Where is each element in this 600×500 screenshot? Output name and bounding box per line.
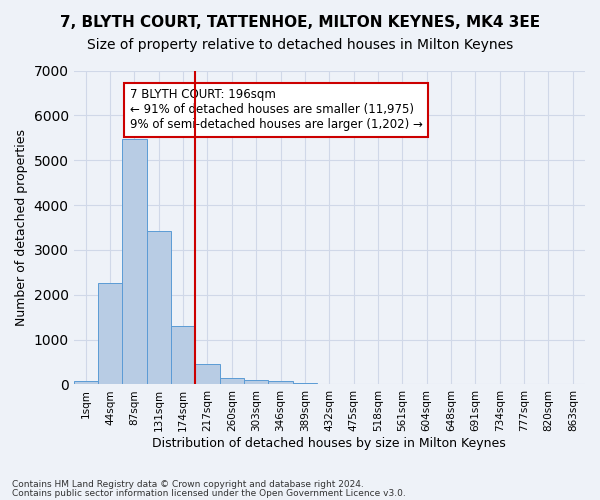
Bar bbox=[122, 139, 146, 384]
Bar bbox=[220, 378, 244, 384]
Text: Contains HM Land Registry data © Crown copyright and database right 2024.: Contains HM Land Registry data © Crown c… bbox=[12, 480, 364, 489]
Bar bbox=[268, 382, 293, 384]
Bar bbox=[98, 282, 122, 384]
Bar bbox=[146, 230, 171, 384]
Bar bbox=[293, 382, 317, 384]
Bar bbox=[74, 381, 98, 384]
Bar bbox=[244, 380, 268, 384]
Y-axis label: Number of detached properties: Number of detached properties bbox=[15, 129, 28, 326]
Text: 7 BLYTH COURT: 196sqm
← 91% of detached houses are smaller (11,975)
9% of semi-d: 7 BLYTH COURT: 196sqm ← 91% of detached … bbox=[130, 88, 422, 132]
Text: Contains public sector information licensed under the Open Government Licence v3: Contains public sector information licen… bbox=[12, 488, 406, 498]
X-axis label: Distribution of detached houses by size in Milton Keynes: Distribution of detached houses by size … bbox=[152, 437, 506, 450]
Bar bbox=[171, 326, 196, 384]
Bar bbox=[196, 364, 220, 384]
Text: Size of property relative to detached houses in Milton Keynes: Size of property relative to detached ho… bbox=[87, 38, 513, 52]
Text: 7, BLYTH COURT, TATTENHOE, MILTON KEYNES, MK4 3EE: 7, BLYTH COURT, TATTENHOE, MILTON KEYNES… bbox=[60, 15, 540, 30]
